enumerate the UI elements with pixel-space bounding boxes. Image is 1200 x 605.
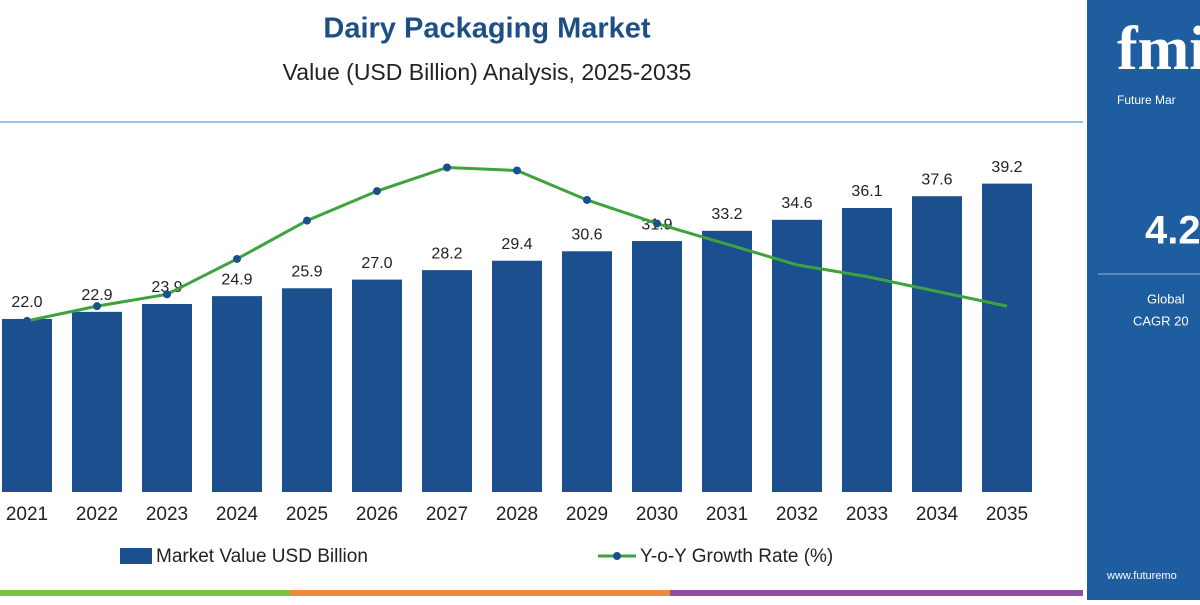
data-label: 29.4 [501, 236, 532, 253]
growth-point [583, 195, 591, 204]
x-tick-label: 2032 [776, 504, 818, 525]
logo: fmi [1117, 15, 1200, 83]
chart-subtitle: Value (USD Billion) Analysis, 2025-2035 [283, 59, 692, 85]
x-tick-label: 2026 [356, 504, 398, 525]
legend-swatch [120, 548, 152, 564]
x-tick-label: 2025 [286, 504, 328, 525]
data-label: 34.6 [781, 195, 812, 212]
url: www.futuremo [1106, 570, 1177, 582]
data-label: 22.0 [11, 294, 42, 311]
sidebar [1085, 0, 1200, 600]
chart-title: Dairy Packaging Market [323, 13, 651, 45]
growth-point [303, 216, 311, 225]
brand: Future Mar [1117, 93, 1176, 107]
stripe [0, 590, 290, 596]
sidebar-border [1083, 0, 1087, 600]
x-tick-label: 2028 [496, 504, 538, 525]
data-label: 27.0 [361, 255, 392, 272]
x-tick-label: 2027 [426, 504, 468, 525]
cagr-value: 4.2 [1145, 209, 1200, 253]
stripe [670, 590, 1083, 596]
bar [702, 230, 752, 492]
bar [842, 208, 892, 492]
growth-point [513, 166, 521, 175]
x-tick-label: 2030 [636, 504, 678, 525]
data-label: 25.9 [291, 263, 322, 280]
data-label: 22.9 [81, 287, 112, 304]
growth-point [23, 316, 31, 325]
growth-point [233, 254, 241, 263]
bar [912, 196, 962, 493]
growth-point [443, 163, 451, 172]
x-tick-label: 2021 [6, 504, 48, 525]
growth-point [93, 302, 101, 311]
bar [282, 288, 332, 492]
legend-label: Y-o-Y Growth Rate (%) [640, 546, 833, 567]
x-tick-label: 2024 [216, 504, 259, 525]
data-label: 28.2 [431, 245, 462, 262]
data-label: 39.2 [991, 159, 1022, 176]
x-tick-label: 2031 [706, 504, 748, 525]
growth-point [163, 290, 171, 299]
growth-point [373, 187, 381, 196]
cagr-label: Global [1147, 291, 1185, 306]
x-tick-label: 2035 [986, 504, 1028, 525]
bar [422, 270, 472, 492]
x-tick-label: 2023 [146, 504, 188, 525]
bar [492, 260, 542, 492]
data-label: 33.2 [711, 206, 742, 223]
x-tick-label: 2022 [76, 504, 118, 525]
bar [72, 311, 122, 492]
bar [632, 241, 682, 492]
x-tick-label: 2033 [846, 504, 888, 525]
bar [212, 296, 262, 492]
data-label: 36.1 [851, 183, 882, 200]
data-label: 37.6 [921, 171, 952, 188]
growth-point [653, 219, 661, 228]
legend-swatch [613, 552, 621, 560]
bar [142, 303, 192, 492]
bar [562, 251, 612, 492]
data-label: 24.9 [221, 271, 252, 288]
legend-label: Market Value USD Billion [156, 546, 368, 567]
x-tick-label: 2034 [916, 504, 959, 525]
bar [2, 318, 52, 492]
bar [982, 183, 1032, 493]
bar [352, 279, 402, 492]
x-tick-label: 2029 [566, 504, 608, 525]
cagr-label: CAGR 20 [1133, 313, 1189, 328]
data-label: 30.6 [571, 226, 602, 243]
stripe [290, 590, 670, 596]
